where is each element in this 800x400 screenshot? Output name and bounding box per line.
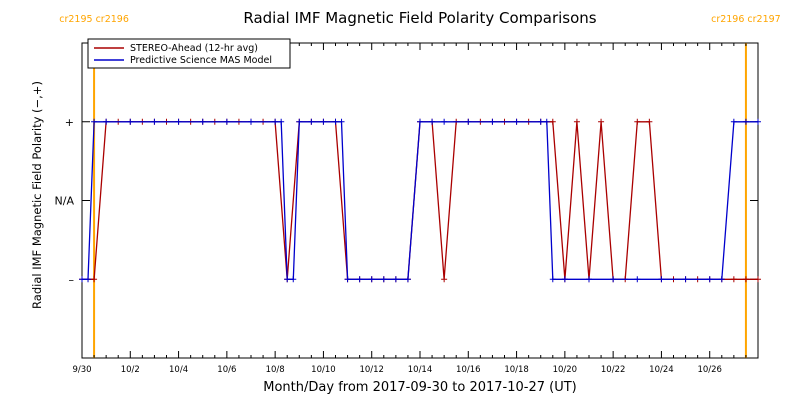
x-tick-label: 10/4 xyxy=(169,365,188,375)
x-tick-label: 10/6 xyxy=(217,365,236,375)
stereo-ahead-point xyxy=(646,118,653,125)
axes: 9/30 10/2 10/4 10/6 10/8 10/10 10/12 10/14 10/16… xyxy=(55,43,759,375)
legend-box xyxy=(87,38,291,69)
mas-model-point xyxy=(610,276,617,283)
mas-model-point xyxy=(706,276,713,283)
mas-model-point xyxy=(543,118,550,125)
legend: STEREO-Ahead (12-hr avg) Predictive Scie… xyxy=(87,38,291,69)
mas-model-point xyxy=(320,118,327,125)
stereo-ahead-point xyxy=(91,276,98,283)
stereo-ahead-point xyxy=(598,118,605,125)
mas-model-point xyxy=(91,118,98,125)
mas-model-point xyxy=(175,118,182,125)
y-tick-label: N/A xyxy=(55,195,75,208)
mas-model-point xyxy=(755,118,761,125)
mas-model-point xyxy=(489,118,496,125)
mas-model-point xyxy=(561,276,568,283)
x-axis-label: Month/Day from 2017-09-30 to 2017-10-27 … xyxy=(263,380,576,395)
mas-model-line xyxy=(82,121,758,280)
x-tick-label: 10/26 xyxy=(697,365,722,375)
mas-model-point xyxy=(513,118,520,125)
mas-model-point xyxy=(586,276,592,283)
mas-model-point xyxy=(103,118,110,125)
plot-frame xyxy=(81,42,759,359)
mas-model-point xyxy=(290,276,297,283)
mas-model-point xyxy=(338,118,345,125)
stereo-ahead-point xyxy=(742,276,749,283)
carrington-rotation-label: cr2195 cr2196 xyxy=(59,14,129,25)
series-lines xyxy=(79,118,761,283)
mas-model-point xyxy=(465,118,472,125)
legend-label-mas: Predictive Science MAS Model xyxy=(130,55,272,66)
x-tick-label: 10/24 xyxy=(649,365,674,375)
mas-model-point xyxy=(272,118,279,125)
stereo-ahead-point xyxy=(730,276,737,283)
stereo-ahead-point xyxy=(573,118,580,125)
mas-model-point xyxy=(380,276,387,283)
mas-model-point xyxy=(537,118,544,125)
mas-model-point xyxy=(248,118,254,125)
x-tick-label: 10/10 xyxy=(311,365,336,375)
mas-model-point xyxy=(404,276,411,283)
stereo-ahead-point xyxy=(441,276,448,283)
mas-model-point xyxy=(368,276,375,283)
mas-model-point xyxy=(417,118,423,125)
carrington-rotation-markers: cr2195 cr2196 cr2196 cr2197 xyxy=(59,14,781,358)
mas-model-point xyxy=(682,276,689,283)
mas-model-point xyxy=(356,276,363,283)
mas-model-point xyxy=(79,276,85,283)
mas-model-point xyxy=(634,276,641,283)
y-tick-label: + xyxy=(65,116,74,129)
x-tick-label: 10/8 xyxy=(266,365,285,375)
mas-model-point xyxy=(127,118,134,125)
mas-model-point xyxy=(392,276,399,283)
mas-model-point xyxy=(332,118,339,125)
mas-model-point xyxy=(85,276,92,283)
chart-title: Radial IMF Magnetic Field Polarity Compa… xyxy=(243,9,596,27)
stereo-ahead-point xyxy=(755,276,761,283)
mas-model-point xyxy=(151,118,158,125)
mas-model-point xyxy=(199,118,206,125)
x-tick-label: 10/2 xyxy=(121,365,140,375)
mas-model-point xyxy=(730,118,737,125)
x-tick-label: 10/14 xyxy=(408,365,433,375)
stereo-ahead-point xyxy=(549,118,556,125)
mas-model-point xyxy=(549,276,556,283)
mas-model-point xyxy=(284,276,291,283)
mas-model-point xyxy=(742,118,749,125)
x-tick-label: 10/22 xyxy=(601,365,626,375)
x-tick-label: 10/20 xyxy=(553,365,578,375)
x-tick-label: 10/12 xyxy=(359,365,384,375)
mas-model-point xyxy=(429,118,436,125)
mas-model-point xyxy=(308,118,315,125)
mas-model-point xyxy=(658,276,665,283)
mas-model-point xyxy=(223,118,230,125)
y-axis-label: Radial IMF Magnetic Field Polarity (−,+) xyxy=(30,81,44,309)
mas-model-point xyxy=(278,118,285,125)
carrington-rotation-label: cr2196 cr2197 xyxy=(711,14,781,25)
stereo-ahead-point xyxy=(634,118,641,125)
x-tick-label: 10/18 xyxy=(504,365,529,375)
stereo-ahead-line xyxy=(82,121,758,280)
mas-model-point xyxy=(296,118,303,125)
mas-model-point xyxy=(441,118,448,125)
mas-model-point xyxy=(344,276,351,283)
legend-label-stereo: STEREO-Ahead (12-hr avg) xyxy=(130,43,258,54)
x-tick-label: 9/30 xyxy=(72,365,91,375)
x-tick-label: 10/16 xyxy=(456,365,481,375)
mas-model-point xyxy=(718,276,725,283)
y-tick-label: – xyxy=(69,273,75,286)
